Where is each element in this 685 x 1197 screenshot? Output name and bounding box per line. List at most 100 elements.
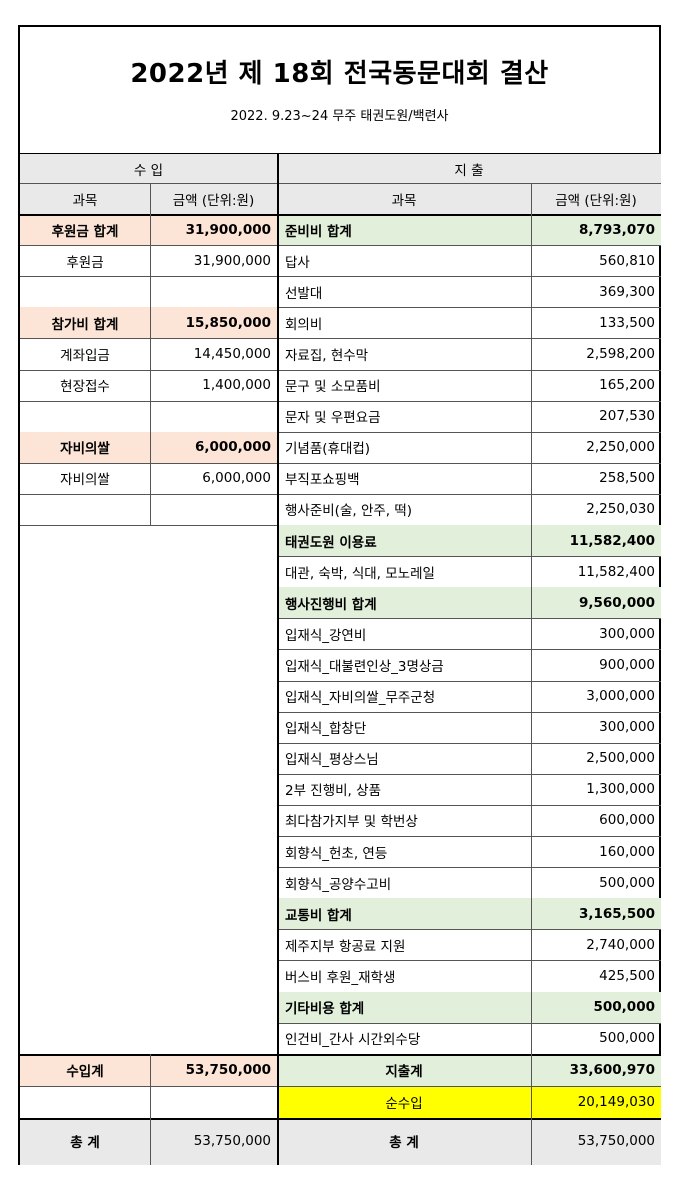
grid-line (20, 400, 277, 402)
expense-row-amount: 300,000 (599, 719, 655, 736)
expense-row-amount: 11,582,400 (531, 525, 661, 557)
expense-header: 지 출 (277, 154, 661, 183)
expense-row-amount: 3,000,000 (586, 688, 655, 705)
grid-line (20, 245, 277, 247)
expense-total-amount: 33,600,970 (531, 1053, 661, 1086)
income-row-amount: 31,900,000 (193, 252, 271, 269)
grid-line (277, 276, 661, 278)
grid-line (150, 183, 151, 525)
grid-line (277, 462, 661, 464)
grid-line (277, 680, 661, 682)
income-row-amount (150, 276, 277, 307)
grid-line (277, 929, 661, 931)
page-subtitle: 2022. 9.23~24 무주 태권도원/백련사 (230, 109, 449, 124)
grid-line (277, 245, 661, 247)
grid-line (277, 836, 661, 837)
grid-line (277, 804, 661, 806)
expense-row-label: 문구 및 소모품비 (285, 379, 381, 396)
expense-row-label: 입재식_강연비 (285, 627, 367, 644)
expense-row-amount: 133,500 (599, 314, 655, 331)
expense-row-amount: 2,740,000 (586, 936, 655, 953)
grid-line (20, 525, 277, 526)
income-row-label (20, 494, 150, 525)
expense-row-label: 인건비_간사 시간외수당 (285, 1032, 421, 1049)
expense-row-label: 대관, 숙박, 식대, 모노레일 (285, 565, 435, 582)
expense-row-amount: 2,500,000 (586, 750, 655, 767)
income-row-amount: 6,000,000 (150, 431, 277, 463)
income-row-label: 계좌입금 (60, 347, 110, 364)
expense-row-amount: 560,810 (599, 252, 655, 269)
expense-row-amount: 3,165,500 (531, 898, 661, 930)
expense-row-amount: 300,000 (599, 625, 655, 642)
income-row-amount: 6,000,000 (202, 470, 271, 487)
expense-row-amount: 165,200 (599, 377, 655, 394)
income-total-label: 수입계 (20, 1053, 150, 1086)
income-total-amount: 53,750,000 (150, 1053, 277, 1086)
income-row-label: 자비의쌀 (60, 472, 110, 489)
expense-row-label: 선발대 (285, 285, 323, 302)
expense-row-label: 교통비 합계 (277, 898, 531, 930)
net-income-label: 순수입 (277, 1085, 531, 1118)
grid-line (20, 369, 277, 371)
income-row-label: 현장접수 (60, 379, 110, 396)
expense-row-label: 회향식_헌초, 연등 (285, 845, 388, 862)
grid-line (20, 338, 277, 340)
expense-row-label: 답사 (285, 254, 310, 271)
grid-line (531, 183, 532, 1165)
income-row-label: 자비의쌀 (20, 431, 150, 463)
income-row-amount: 15,850,000 (150, 307, 277, 339)
income-row-amount: 14,450,000 (193, 345, 271, 362)
income-col-amount: 금액 (단위:원) (150, 183, 277, 214)
expense-row-label: 제주지부 항공료 지원 (285, 938, 406, 955)
expense-row-amount: 8,793,070 (531, 214, 661, 246)
grid-line (277, 307, 661, 309)
grid-line (277, 431, 661, 433)
grid-line (277, 711, 661, 713)
expense-row-amount: 500,000 (599, 874, 655, 891)
income-row-label (20, 276, 150, 307)
expense-row-amount: 9,560,000 (531, 587, 661, 619)
expense-row-label: 회의비 (285, 316, 323, 333)
expense-grand-amount: 53,750,000 (531, 1117, 661, 1165)
income-col-item: 과목 (20, 183, 150, 214)
expense-row-label: 최다참가지부 및 학번상 (285, 814, 418, 831)
grid-line (277, 649, 661, 651)
grid-line (277, 867, 661, 869)
expense-row-label: 회향식_공양수고비 (285, 876, 392, 893)
grid-line (277, 338, 661, 340)
expense-row-amount: 500,000 (599, 1030, 655, 1047)
expense-row-amount: 600,000 (599, 812, 655, 829)
income-row-amount: 31,900,000 (150, 214, 277, 246)
grid-line (150, 1053, 151, 1165)
grid-line (20, 214, 661, 216)
grid-line (277, 1022, 661, 1024)
expense-row-label: 입재식_합창단 (285, 721, 367, 738)
expense-row-amount: 900,000 (599, 656, 655, 673)
expense-row-amount: 11,582,400 (577, 563, 655, 580)
expense-row-label: 행사준비(술, 안주, 떡) (285, 503, 413, 520)
grid-line (277, 773, 661, 775)
expense-row-label: 부직포쇼핑백 (285, 472, 360, 489)
grid-line (20, 183, 661, 184)
income-grand-label: 총 계 (20, 1117, 150, 1165)
expense-grand-label: 총 계 (277, 1117, 531, 1165)
grid-line (277, 369, 661, 371)
expense-row-label: 태권도원 이용료 (277, 525, 531, 557)
expense-row-amount: 258,500 (599, 470, 655, 487)
income-grand-amount: 53,750,000 (150, 1117, 277, 1165)
grid-line (277, 618, 661, 620)
grid-line (20, 493, 277, 495)
expense-row-label: 준비비 합계 (277, 214, 531, 246)
expense-total-label: 지출계 (277, 1053, 531, 1086)
expense-col-item: 과목 (277, 183, 531, 214)
grid-line (277, 960, 661, 962)
page-title: 2022년 제 18회 전국동문대회 결산 (130, 59, 549, 89)
expense-row-label: 문자 및 우편요금 (285, 410, 381, 427)
expense-row-amount: 160,000 (599, 843, 655, 860)
expense-row-label: 기타비용 합계 (277, 991, 531, 1023)
expense-row-label: 입재식_평상스님 (285, 752, 379, 769)
expense-row-amount: 500,000 (531, 991, 661, 1023)
grid-line (20, 276, 277, 278)
expense-row-amount: 2,598,200 (586, 345, 655, 362)
income-row-amount (150, 494, 277, 525)
